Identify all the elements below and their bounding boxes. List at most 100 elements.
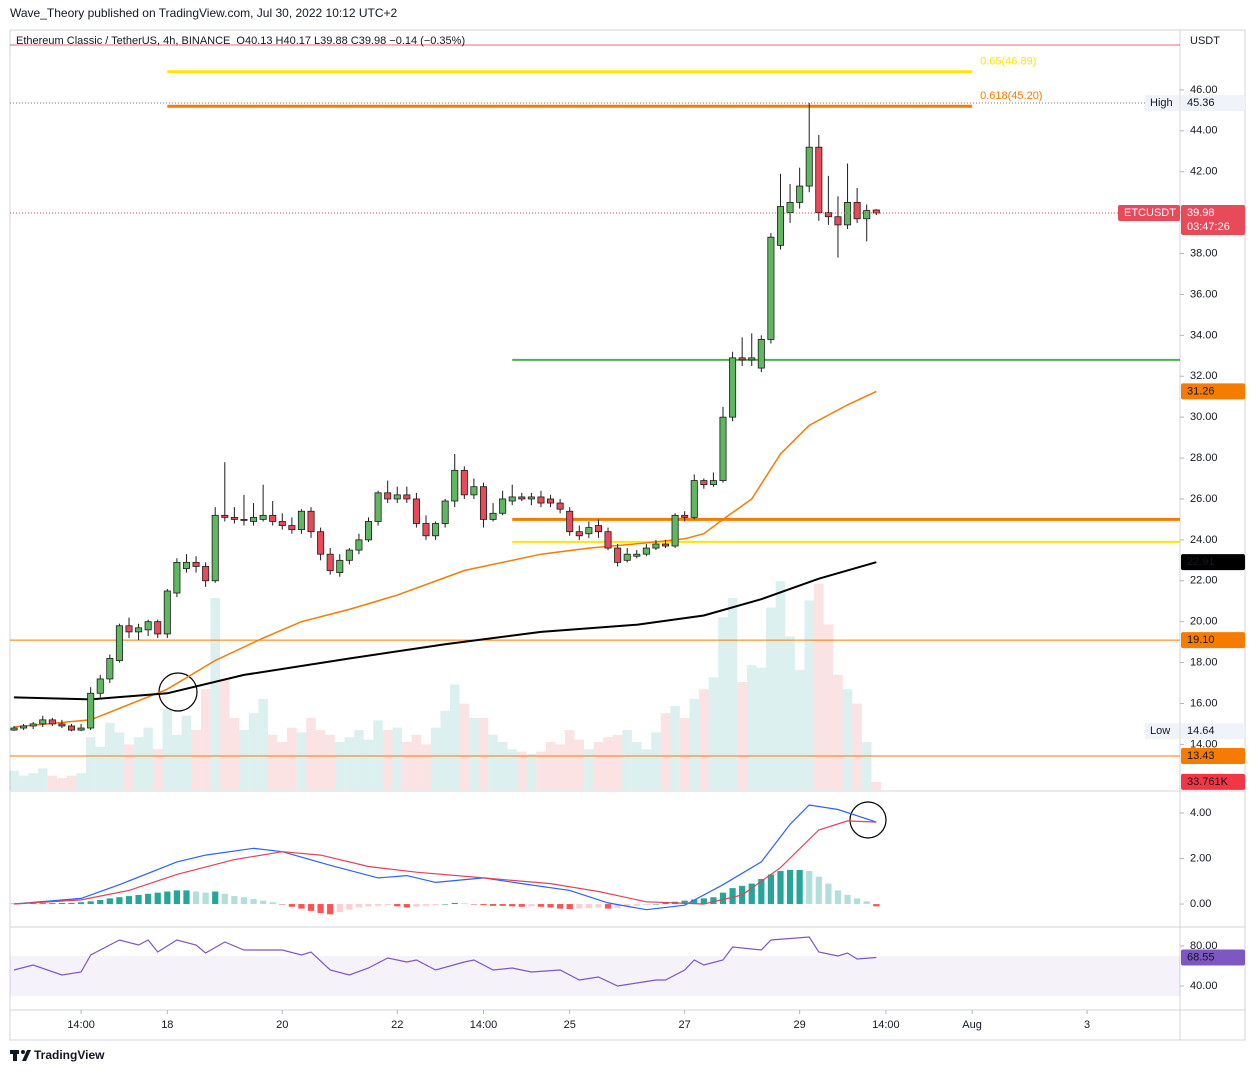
candle-body xyxy=(796,185,804,203)
volume-bar xyxy=(593,742,604,790)
histogram-bar xyxy=(557,904,564,909)
candle-body xyxy=(719,416,727,481)
candle-body xyxy=(518,496,526,500)
volume-bar xyxy=(172,734,182,790)
volume-bar xyxy=(564,730,575,790)
volume-bar xyxy=(267,734,278,790)
volume-bar xyxy=(66,775,77,790)
volume-bar xyxy=(296,732,307,790)
histogram-bar xyxy=(614,904,621,909)
x-tick-label: 3 xyxy=(1084,1019,1090,1031)
candle-body xyxy=(115,625,123,661)
volume-bar xyxy=(152,749,163,790)
series-price: 22.91 xyxy=(1187,556,1215,568)
candle-body xyxy=(499,498,507,514)
candle-body xyxy=(537,496,545,504)
histogram-bar xyxy=(547,904,554,908)
volume-bar xyxy=(622,730,632,790)
volume-bar xyxy=(497,742,508,790)
candle-body xyxy=(451,469,459,502)
histogram-bar xyxy=(442,904,449,905)
y-tick-label: 0.00 xyxy=(1190,898,1211,910)
low-price-box xyxy=(1181,723,1245,740)
candle-body xyxy=(844,202,852,226)
candle-body xyxy=(269,514,277,522)
volume-bar xyxy=(306,718,316,790)
frame xyxy=(9,29,1246,1041)
histogram-bar xyxy=(480,904,487,906)
volume-bar xyxy=(823,624,834,790)
low-price: 14.64 xyxy=(1187,725,1215,737)
high-price-box xyxy=(1181,95,1245,112)
candle-body xyxy=(412,498,420,524)
histogram-bar xyxy=(327,904,334,915)
high-price: 45.36 xyxy=(1187,97,1215,109)
histogram-bar xyxy=(700,898,707,905)
histogram-bar xyxy=(652,904,660,905)
volume-bar xyxy=(124,744,134,790)
candle-body xyxy=(470,486,478,496)
volume-bar xyxy=(861,742,872,790)
candle-body xyxy=(757,339,765,369)
histogram-bar xyxy=(97,899,104,905)
histogram-bar xyxy=(374,904,382,906)
volume-bar xyxy=(200,689,211,790)
volume-bar xyxy=(57,778,67,790)
candle-body xyxy=(374,492,382,522)
price: 39.98 xyxy=(1187,207,1215,219)
volume-bar xyxy=(852,703,862,790)
histogram-bar xyxy=(748,883,755,905)
candle-body xyxy=(144,621,152,631)
histogram-bar xyxy=(844,894,851,905)
rsi-value: 68.55 xyxy=(1187,951,1215,963)
publisher: Wave_Theory published on TradingView.com… xyxy=(10,6,398,20)
candle-body xyxy=(364,521,373,541)
candle-body xyxy=(58,723,66,727)
candle-body xyxy=(326,553,334,571)
histogram-bar xyxy=(691,899,698,905)
candle-body xyxy=(432,523,440,537)
histogram-bar xyxy=(30,903,37,905)
logo xyxy=(10,1050,31,1061)
volume-bar xyxy=(191,730,201,790)
histogram-bar xyxy=(413,904,420,907)
histogram-bar xyxy=(451,902,458,905)
histogram-bar xyxy=(825,883,832,905)
legend: Ethereum Classic / TetherUS, 4h, BINANCE… xyxy=(16,35,465,47)
volume-bar xyxy=(315,730,326,790)
histogram-bar xyxy=(422,904,430,906)
histogram-bar xyxy=(202,892,209,905)
volume-bar xyxy=(545,742,556,790)
countdown: 03:47:26 xyxy=(1187,221,1230,233)
volume-bar xyxy=(718,617,728,790)
candle-body xyxy=(135,627,143,633)
candle-body xyxy=(585,527,593,535)
candle-body xyxy=(422,523,430,537)
y-tick-label: 32.00 xyxy=(1190,370,1218,382)
volume-bar xyxy=(133,737,144,790)
y-tick-label: 28.00 xyxy=(1190,452,1218,464)
histogram-bar xyxy=(576,904,583,909)
volume-bar xyxy=(162,708,173,790)
volume-bar xyxy=(277,742,288,790)
histogram-bar xyxy=(106,898,113,905)
histogram-bar xyxy=(834,890,842,905)
volume-bar xyxy=(555,744,565,790)
y-tick-label: 30.00 xyxy=(1190,411,1218,423)
histogram-bar xyxy=(786,869,794,905)
histogram-bar xyxy=(461,903,468,905)
volume-bar xyxy=(363,739,374,790)
histogram-bar xyxy=(39,903,46,905)
candle-body xyxy=(154,621,162,635)
x-tick-label: 14:00 xyxy=(872,1019,900,1031)
histogram-bar xyxy=(135,894,142,905)
high-text: High xyxy=(1150,97,1173,109)
y-tick-label: 16.00 xyxy=(1190,697,1218,709)
candle-body xyxy=(776,206,784,246)
candle-body xyxy=(182,561,190,569)
volume-bar xyxy=(248,713,259,790)
candle-body xyxy=(230,516,238,520)
y-tick-label: 20.00 xyxy=(1190,616,1218,628)
candle-body xyxy=(240,519,248,521)
ohlc: O40.13 H40.17 L39.88 C39.98 −0.14 (−0.35… xyxy=(236,35,465,47)
